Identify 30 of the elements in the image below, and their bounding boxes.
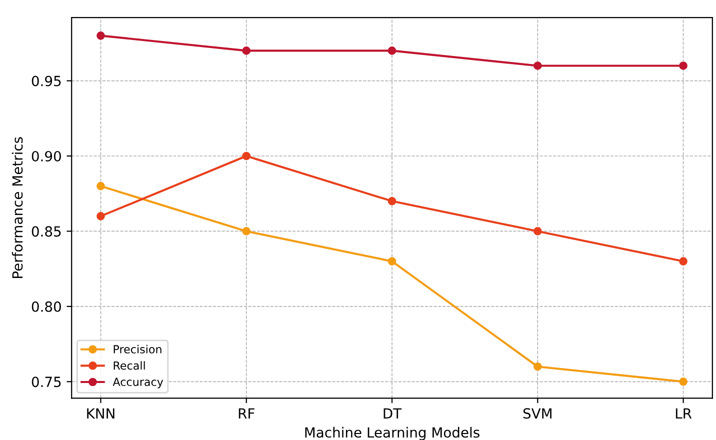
point (96, 212, 105, 220)
point (388, 196, 396, 206)
point (96, 31, 105, 40)
point (96, 182, 105, 190)
x-axis-title: Machine Learning Models (305, 426, 480, 440)
y-tick-label: 0.85 (32, 226, 61, 237)
x-tick-label: SVM (523, 408, 552, 419)
x-tick-label: LR (676, 408, 692, 418)
point (242, 227, 251, 236)
legend-label: Precision (114, 344, 162, 354)
point (242, 46, 251, 55)
point (533, 62, 542, 70)
legend-label: Accuracy (112, 378, 164, 388)
point (679, 257, 688, 266)
legend-label: Recall (114, 361, 145, 370)
point (388, 46, 396, 55)
y-tick-label: 0.90 (32, 150, 61, 162)
point (679, 62, 688, 70)
y-tick-label: 0.80 (32, 301, 61, 312)
point (388, 257, 396, 266)
point (242, 152, 251, 160)
point (533, 227, 542, 236)
point (533, 362, 542, 371)
x-tick-label: DT (384, 408, 402, 418)
x-tick-label: RF (238, 408, 254, 418)
y-tick-label: 0.75 (32, 376, 61, 388)
y-axis-title: Performance Metrics (12, 137, 23, 278)
x-tick-label: KNN (87, 408, 114, 418)
point (679, 377, 688, 386)
y-tick-label: 0.95 (32, 76, 61, 86)
